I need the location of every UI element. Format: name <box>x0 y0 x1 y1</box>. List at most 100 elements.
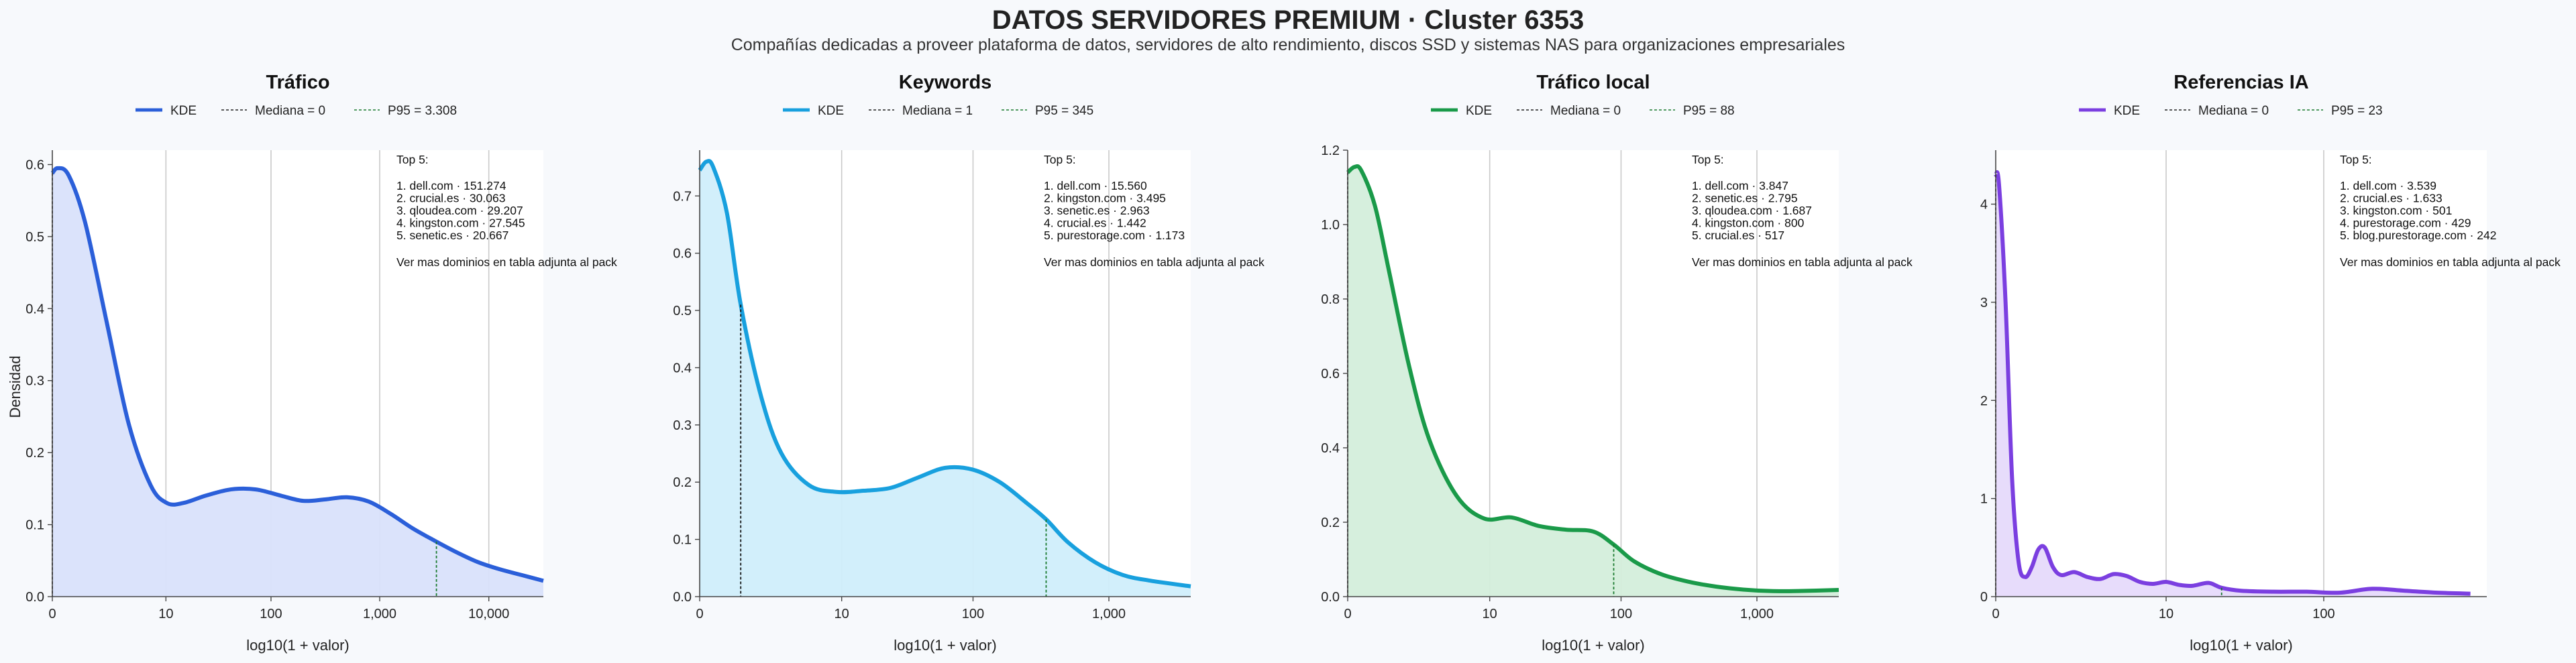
legend-p95-label: P95 = 23 <box>2331 104 2383 118</box>
top5-footer-note: Ver mas dominios en tabla adjunta al pac… <box>1044 255 1265 269</box>
legend-p95-label: P95 = 88 <box>1683 104 1735 118</box>
x-tick-label: 10 <box>158 607 173 621</box>
y-tick-label: 0.8 <box>1321 292 1340 307</box>
x-tick-label: 10 <box>835 607 849 621</box>
legend: KDE Mediana = 0 P95 = 3.308 <box>136 104 457 118</box>
y-tick-label: 0.5 <box>673 304 692 318</box>
top5-item: 2. crucial.es · 30.063 <box>396 192 505 205</box>
y-tick-label: 4 <box>1980 198 1988 213</box>
x-tick-label: 1,000 <box>1092 607 1126 621</box>
y-tick-label: 3 <box>1980 296 1988 310</box>
kde-area <box>700 161 1191 597</box>
panel-2: Keywords KDE Mediana = 1 P95 = 345 0.0 0.1 0.2… <box>673 72 1265 654</box>
top5-item: 1. dell.com · 3.539 <box>2340 179 2436 192</box>
y-axis-label: Densidad <box>7 356 23 418</box>
legend: KDE Mediana = 0 P95 = 23 <box>2079 104 2383 118</box>
panel-4: Referencias IA KDE Mediana = 0 P95 = 23 0 1 2 3… <box>1980 72 2561 654</box>
top5-item: 4. kingston.com · 27.545 <box>396 217 525 230</box>
top5-item: 5. blog.purestorage.com · 242 <box>2340 229 2496 242</box>
top5-item: 4. crucial.es · 1.442 <box>1044 217 1146 230</box>
legend-median-label: Mediana = 0 <box>255 104 325 118</box>
x-axis-label: log10(1 + valor) <box>2190 637 2292 654</box>
x-axis-label: log10(1 + valor) <box>1542 637 1644 654</box>
top5-header: Top 5: <box>2340 153 2372 166</box>
kde-area <box>52 168 543 597</box>
top5-item: 3. senetic.es · 2.963 <box>1044 204 1150 217</box>
y-tick-label: 0.1 <box>673 533 692 548</box>
top5-item: 1. dell.com · 15.560 <box>1044 179 1147 192</box>
panel-3: Tráfico local KDE Mediana = 0 P95 = 88 0.0 0.… <box>1321 72 1913 654</box>
legend-p95-label: P95 = 3.308 <box>388 104 457 118</box>
top5-item: 3. kingston.com · 501 <box>2340 204 2452 217</box>
kde-line <box>1346 164 1839 593</box>
top5-item: 5. purestorage.com · 1.173 <box>1044 229 1185 242</box>
x-tick-label: 10,000 <box>468 607 509 621</box>
legend-median-label: Mediana = 1 <box>902 104 973 118</box>
top5-item: 1. dell.com · 151.274 <box>396 179 506 192</box>
panel-1: Tráfico KDE Mediana = 0 P95 = 3.308 0.0 0.1 0.… <box>7 72 617 654</box>
top5-item: 2. kingston.com · 3.495 <box>1044 192 1166 205</box>
y-tick-label: 0.3 <box>673 418 692 433</box>
top5-footer-note: Ver mas dominios en tabla adjunta al pac… <box>396 255 617 269</box>
legend-median-label: Mediana = 0 <box>2198 104 2269 118</box>
panel-title: Keywords <box>899 72 992 93</box>
y-tick-label: 0.4 <box>1321 441 1340 456</box>
plot-area <box>1996 150 2487 597</box>
top5-item: 4. purestorage.com · 429 <box>2340 217 2471 230</box>
top5-item: 4. kingston.com · 800 <box>1692 217 1805 230</box>
kde-line <box>698 159 1191 589</box>
x-axis-label: log10(1 + valor) <box>894 637 996 654</box>
top5-footer-note: Ver mas dominios en tabla adjunta al pac… <box>1692 255 1913 269</box>
y-tick-label: 0.4 <box>25 302 44 316</box>
top5-item: 5. crucial.es · 517 <box>1692 229 1784 242</box>
page-title: DATOS SERVIDORES PREMIUM · Cluster 6353 <box>991 5 1585 35</box>
y-tick-label: 0.6 <box>1321 367 1340 381</box>
kde-area <box>1996 172 2471 597</box>
y-tick-label: 0 <box>1980 590 1988 605</box>
x-tick-label: 0 <box>696 607 703 621</box>
x-tick-label: 0 <box>1992 607 1999 621</box>
x-tick-label: 0 <box>1344 607 1351 621</box>
y-tick-label: 0.6 <box>25 158 44 172</box>
y-tick-label: 0.5 <box>25 230 44 245</box>
y-tick-label: 0.2 <box>1321 516 1340 530</box>
legend-kde-label: KDE <box>818 104 844 118</box>
x-tick-label: 100 <box>260 607 282 621</box>
x-tick-label: 0 <box>48 607 56 621</box>
y-tick-label: 0.2 <box>673 475 692 490</box>
top5-item: 5. senetic.es · 20.667 <box>396 229 508 242</box>
page-subtitle: Compañías dedicadas a proveer plataforma… <box>731 36 1845 54</box>
legend-kde-label: KDE <box>1466 104 1492 118</box>
x-tick-label: 100 <box>962 607 984 621</box>
y-tick-label: 0.7 <box>673 189 692 204</box>
panel-title: Tráfico <box>266 72 329 93</box>
y-tick-label: 0.3 <box>25 374 44 389</box>
y-tick-label: 0.2 <box>25 446 44 461</box>
kde-line <box>50 166 544 583</box>
legend-kde-label: KDE <box>2114 104 2140 118</box>
legend-median-label: Mediana = 0 <box>1550 104 1621 118</box>
y-tick-label: 1.2 <box>1321 143 1340 158</box>
top5-header: Top 5: <box>396 153 429 166</box>
y-tick-label: 0.0 <box>673 590 692 605</box>
top5-item: 1. dell.com · 3.847 <box>1692 179 1788 192</box>
y-tick-label: 0.4 <box>673 361 692 375</box>
kde-area <box>1348 166 1839 597</box>
y-tick-label: 0.1 <box>25 518 44 533</box>
y-tick-label: 0.6 <box>673 247 692 261</box>
top5-header: Top 5: <box>1044 153 1076 166</box>
x-tick-label: 1,000 <box>363 607 396 621</box>
x-axis-label: log10(1 + valor) <box>246 637 349 654</box>
x-tick-label: 10 <box>2159 607 2174 621</box>
legend-kde-label: KDE <box>170 104 197 118</box>
legend: KDE Mediana = 0 P95 = 88 <box>1431 104 1735 118</box>
panel-title: Referencias IA <box>2174 72 2309 93</box>
y-tick-label: 1 <box>1980 492 1988 507</box>
legend: KDE Mediana = 1 P95 = 345 <box>783 104 1093 118</box>
x-tick-label: 10 <box>1483 607 1497 621</box>
top5-header: Top 5: <box>1692 153 1724 166</box>
y-tick-label: 2 <box>1980 394 1988 408</box>
